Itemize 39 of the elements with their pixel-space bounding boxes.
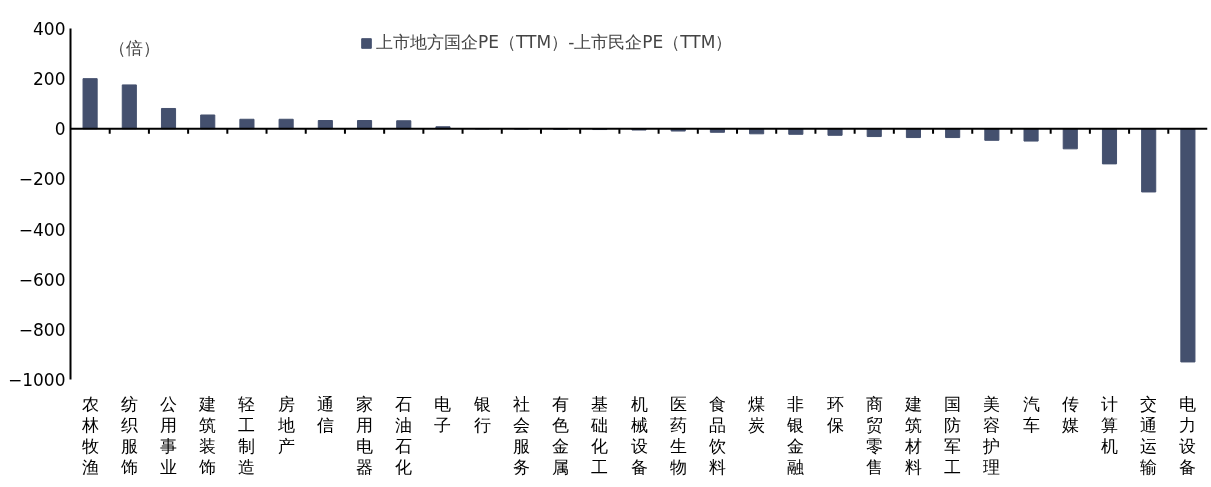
x-tick-label: 非银金融 — [786, 393, 805, 477]
annotation: （倍） — [108, 37, 160, 58]
x-tick-label: 计算机 — [1100, 393, 1118, 456]
x-tick-label: 农林牧渔 — [80, 393, 99, 477]
x-tick-label: 煤炭 — [748, 393, 766, 435]
x-tick-label: 环保 — [826, 393, 844, 435]
x-tick-label: 商贸零售 — [865, 393, 883, 477]
x-tick-label: 国防军工 — [944, 393, 962, 477]
x-tick-label: 基础化工 — [590, 393, 609, 477]
x-tick-label: 医药生物 — [669, 393, 687, 477]
y-tick-label: −200 — [18, 169, 66, 190]
x-tick-label: 食品饮料 — [707, 393, 726, 477]
x-tick-label: 纺织服饰 — [119, 393, 138, 477]
x-tick-label: 石油石化 — [395, 393, 413, 477]
x-tick-label: 公用事业 — [160, 393, 178, 477]
y-tick-label: −600 — [18, 269, 66, 290]
x-tick-label: 传媒 — [1061, 393, 1079, 435]
y-tick-label: −400 — [18, 219, 66, 240]
x-tick-label: 家用电器 — [356, 393, 374, 477]
y-tick-label: 400 — [33, 19, 66, 39]
x-tick-label: 电子 — [434, 393, 452, 435]
x-tick-label: 美容护理 — [982, 393, 1001, 477]
x-tick-label: 社会服务 — [512, 393, 530, 477]
x-tick-label: 建筑材料 — [903, 393, 922, 477]
x-tick-label: 银行 — [472, 393, 491, 435]
x-tick-label: 有色金属 — [552, 393, 570, 477]
x-tick-label: 电力设备 — [1179, 393, 1197, 477]
x-tick-label: 建筑装饰 — [198, 393, 217, 477]
x-tick-label: 交通运输 — [1140, 393, 1158, 477]
y-tick-label: 0 — [54, 119, 66, 140]
y-tick-label: −1000 — [7, 370, 66, 390]
x-tick-label: 机械设备 — [630, 393, 648, 477]
legend-label: 上市地方国企PE（TTM）-上市民企PE（TTM） — [376, 31, 733, 54]
y-tick-label: 200 — [33, 69, 66, 90]
y-tick-label: −800 — [18, 319, 66, 340]
x-tick-label: 汽车 — [1022, 393, 1040, 435]
x-tick-label: 通信 — [316, 393, 334, 435]
x-tick-label: 轻工制造 — [238, 393, 256, 477]
x-tick-label: 房地产 — [276, 393, 295, 456]
